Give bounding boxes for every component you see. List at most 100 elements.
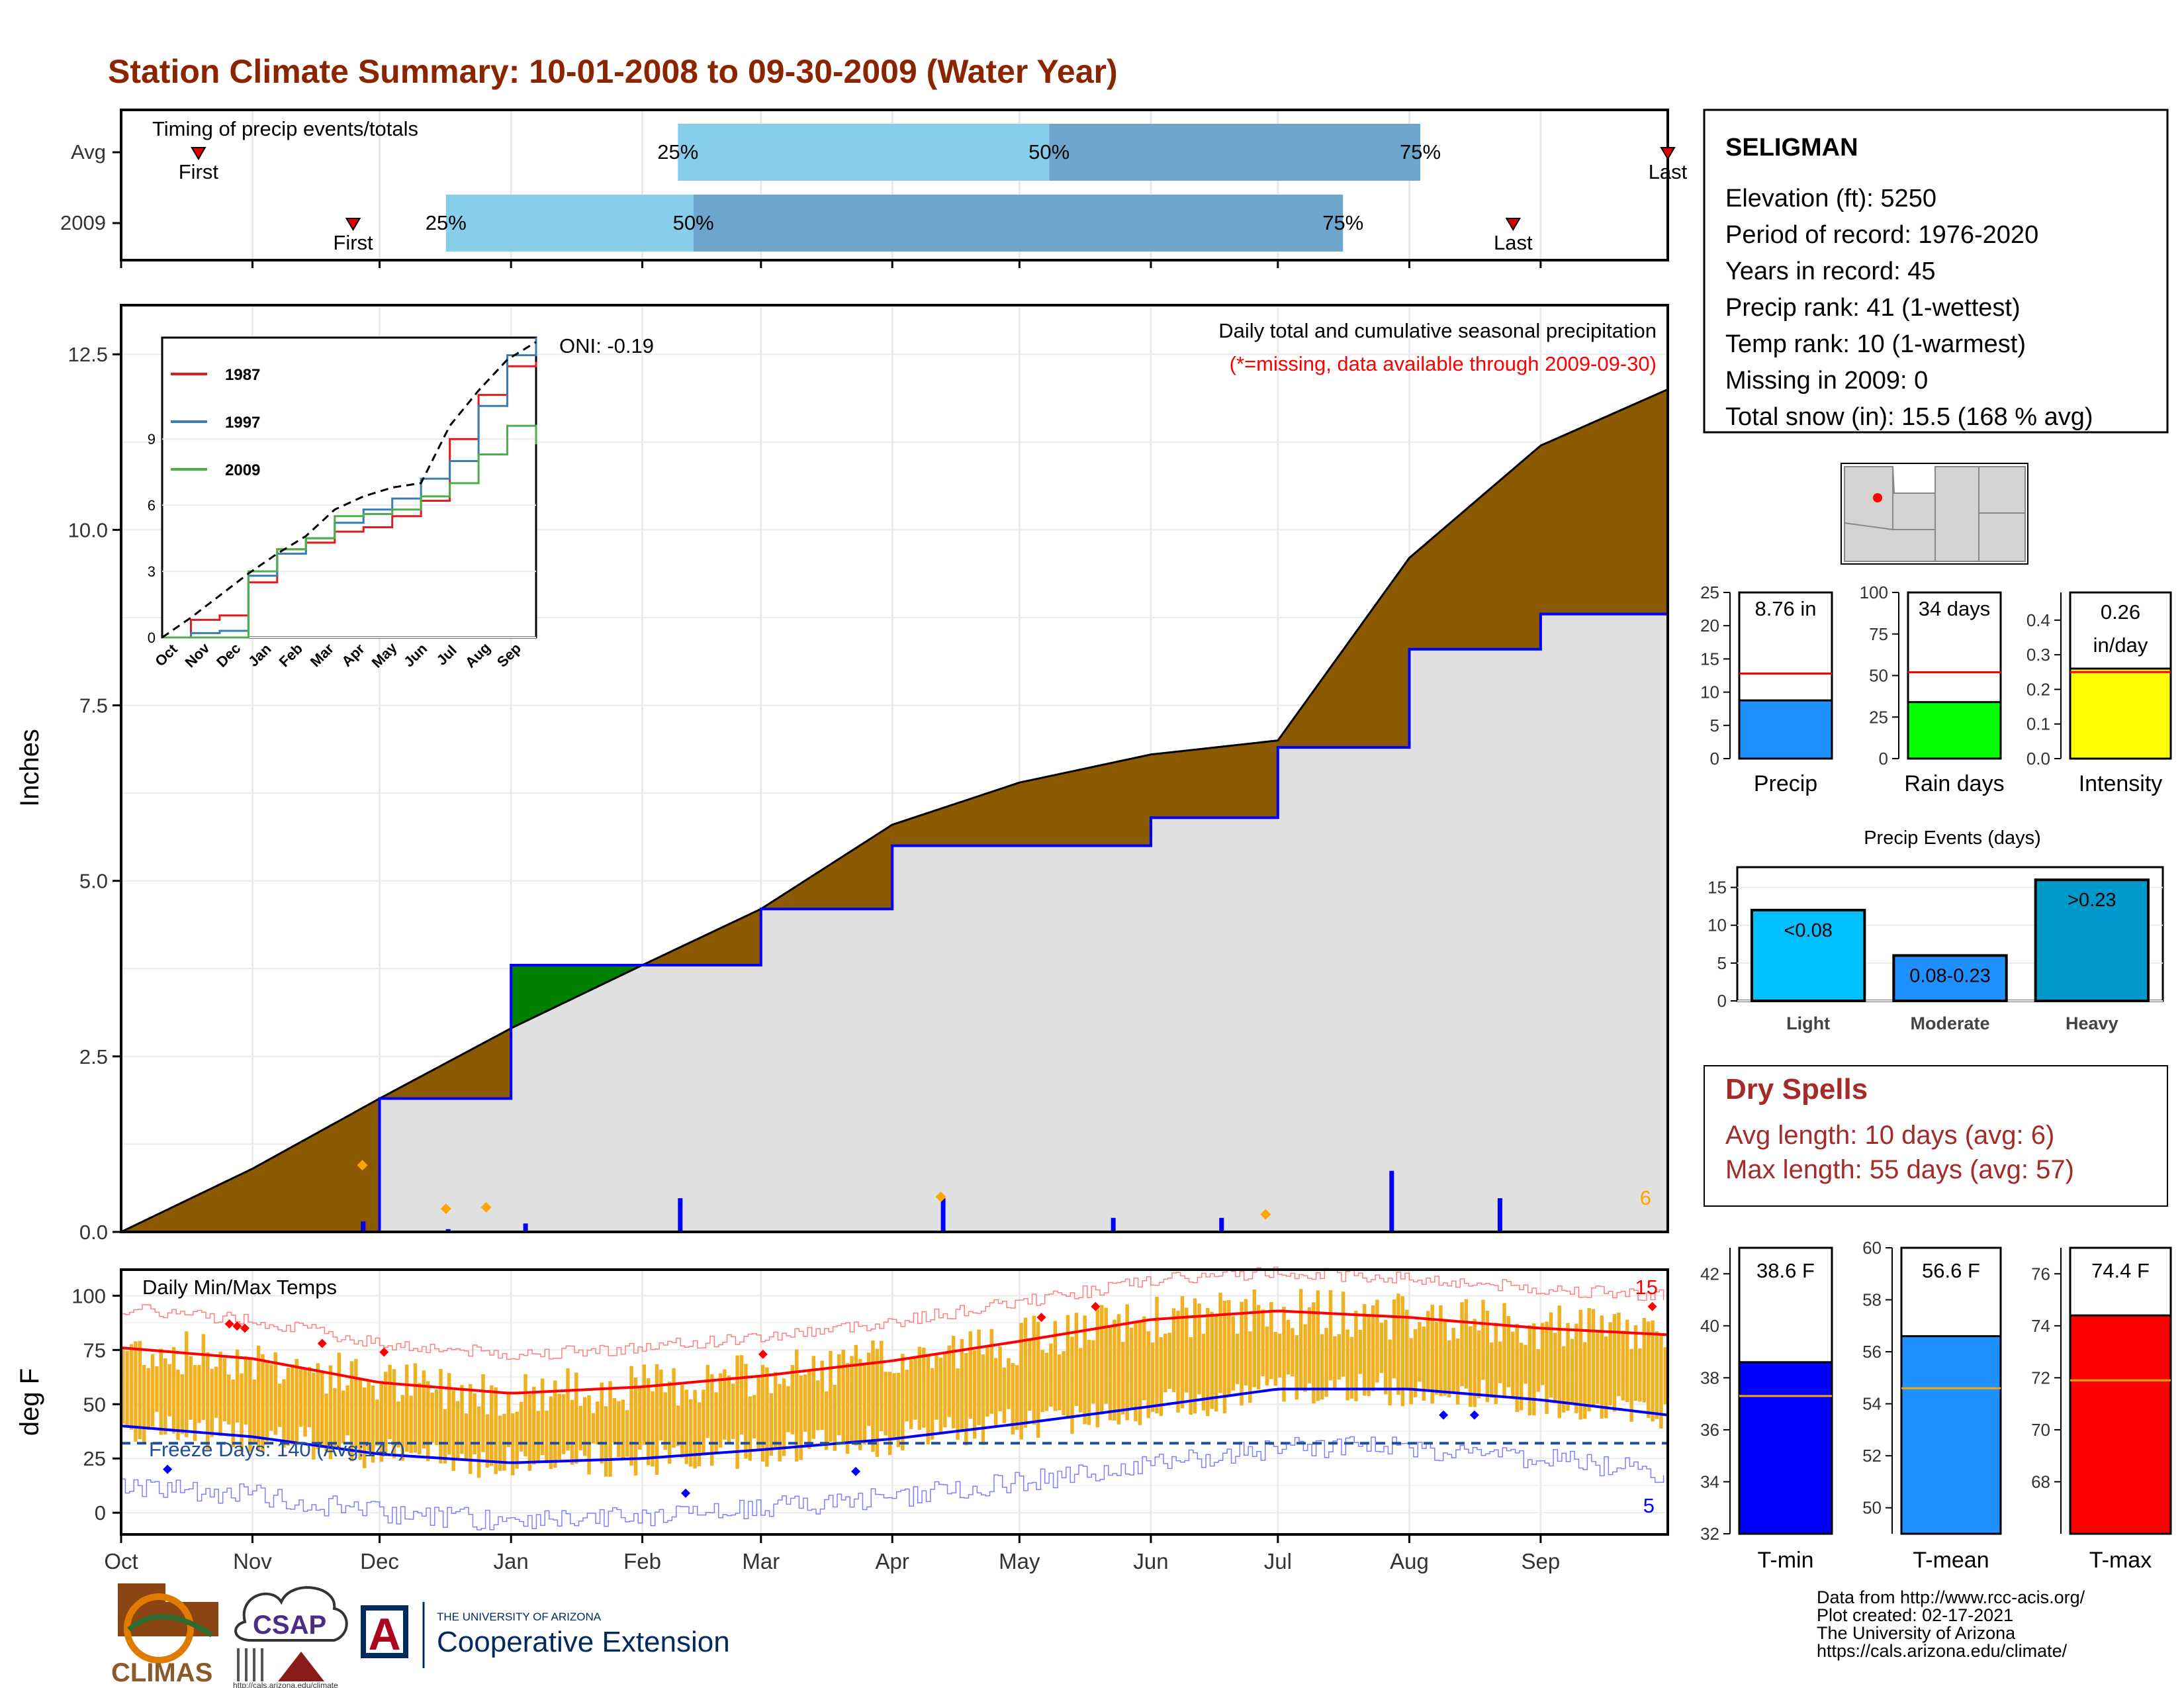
temp-summary-tick-label: 36: [1700, 1420, 1719, 1440]
month-label: Oct: [104, 1549, 138, 1573]
daily-temp-bar: [1002, 1367, 1007, 1423]
mini-bar-chart-intensity: 0.0 0.1 0.2 0.3 0.4 0.26 in/day Intensity: [2026, 591, 2172, 796]
daily-temp-bar: [286, 1368, 291, 1446]
daily-temp-bar: [388, 1364, 392, 1440]
cooperative-extension-label: Cooperative Extension: [437, 1626, 730, 1658]
month-label: Nov: [233, 1549, 272, 1573]
daily-temp-bar: [1477, 1330, 1481, 1399]
timing-bar-late: [1049, 124, 1421, 181]
daily-precip-bar: [361, 1221, 366, 1232]
daily-temp-bar: [1553, 1333, 1557, 1403]
locator-map: [1841, 463, 2028, 565]
daily-temp-bar: [1104, 1307, 1108, 1404]
daily-temp-bar: [774, 1372, 778, 1448]
daily-temp-bar: [723, 1369, 727, 1440]
station-stat: Period of record: 1976-2020: [1725, 221, 2038, 249]
daily-temp-bar: [1121, 1342, 1125, 1415]
timing-percentile-label: 50%: [1028, 140, 1069, 164]
daily-temp-bar: [434, 1389, 439, 1446]
daily-temp-bar: [735, 1355, 739, 1469]
mini-bar-chart-rain-days: 0 25 50 75 100 34 days Rain days: [1860, 583, 2005, 796]
daily-temp-bar: [383, 1372, 388, 1455]
daily-temp-bar: [1578, 1309, 1582, 1420]
daily-temp-bar: [125, 1350, 129, 1427]
mini-bar-tick-label: 0: [1710, 749, 1719, 769]
ua-name: THE UNIVERSITY OF ARIZONA: [437, 1611, 602, 1623]
daily-temp-bar: [291, 1364, 295, 1445]
daily-temp-bar: [1612, 1314, 1617, 1412]
daily-temp-bar: [1349, 1336, 1354, 1399]
daily-precip-bar: [940, 1198, 946, 1232]
daily-temp-bar: [926, 1354, 930, 1445]
daily-temp-bar: [553, 1380, 557, 1468]
temp-ytick-label: 75: [83, 1338, 106, 1362]
page-title: Station Climate Summary: 10-01-2008 to 0…: [108, 53, 1118, 90]
daily-temp-bar: [1354, 1311, 1358, 1401]
daily-temp-bar: [265, 1362, 269, 1442]
daily-temp-bar: [968, 1331, 972, 1419]
daily-temp-bar: [1087, 1340, 1091, 1425]
snow-event-marker: [935, 1191, 946, 1202]
daily-temp-bar: [871, 1340, 875, 1452]
station-stat: Temp rank: 10 (1-warmest): [1725, 330, 2026, 358]
month-label: Apr: [876, 1549, 909, 1573]
footer-line: Data from http://www.rcc-acis.org/: [1817, 1587, 2085, 1607]
daily-temp-bar: [714, 1392, 718, 1454]
daily-temp-bar: [1218, 1292, 1222, 1393]
daily-temp-bar: [1358, 1329, 1363, 1374]
station-stat: Years in record: 45: [1725, 258, 1936, 285]
daily-temp-bar: [231, 1380, 235, 1447]
daily-temp-bar: [688, 1399, 693, 1467]
daily-temp-bar: [1011, 1363, 1015, 1434]
daily-temp-bar: [752, 1395, 756, 1438]
climas-wordmark: CLIMAS: [111, 1658, 212, 1687]
daily-temp-bar: [337, 1352, 341, 1448]
daily-temp-bar: [549, 1396, 553, 1470]
mini-bar-tick-label: 15: [1700, 649, 1719, 669]
record-low-marker: [681, 1488, 691, 1498]
daily-temp-bar: [354, 1358, 358, 1448]
temp-summary-tick-label: 72: [2031, 1368, 2050, 1387]
timing-row-label: Avg: [71, 140, 106, 164]
daily-temp-bar: [659, 1370, 663, 1440]
daily-temp-bar: [702, 1389, 705, 1454]
daily-temp-bar: [1443, 1321, 1447, 1396]
daily-temp-bar: [1494, 1323, 1498, 1405]
daily-temp-bar: [1062, 1351, 1066, 1416]
daily-temp-bar: [312, 1372, 316, 1460]
daily-temp-bar: [1371, 1305, 1375, 1391]
daily-precip-bar: [1219, 1217, 1224, 1232]
footer-line: The University of Arizona: [1817, 1623, 2016, 1643]
record-low-count: 5: [1643, 1494, 1655, 1517]
daily-temp-bar: [697, 1402, 702, 1466]
temp-summary-tick-label: 56: [1862, 1342, 1882, 1362]
daily-temp-bar: [422, 1370, 426, 1449]
daily-temp-bar: [1074, 1313, 1079, 1407]
daily-temp-bar: [587, 1395, 591, 1475]
daily-temp-bar: [146, 1368, 150, 1430]
daily-temp-bar: [1621, 1331, 1625, 1401]
mini-bar: [1907, 701, 2002, 760]
daily-temp-bar: [1227, 1299, 1231, 1395]
dry-spells-max: Max length: 55 days (avg: 57): [1725, 1155, 2074, 1184]
precip-ytick-label: 7.5: [79, 694, 108, 718]
daily-temp-bar: [1527, 1325, 1532, 1416]
daily-temp-bar: [985, 1347, 989, 1417]
daily-temp-bar: [807, 1370, 811, 1449]
daily-temp-bar: [1134, 1322, 1138, 1422]
daily-temp-bar: [248, 1358, 252, 1452]
daily-temp-bar: [511, 1413, 515, 1476]
daily-temp-bar: [1023, 1317, 1028, 1428]
timing-marker-label: Last: [1649, 160, 1688, 183]
daily-temp-bar: [1083, 1315, 1087, 1425]
mini-bar-tick-label: 20: [1700, 616, 1719, 635]
daily-temp-bar: [1269, 1301, 1273, 1380]
daily-temp-bar: [515, 1411, 519, 1469]
daily-temp-bar: [676, 1405, 680, 1446]
daily-temp-bar: [833, 1385, 837, 1451]
daily-temp-bar: [1150, 1342, 1155, 1412]
mini-bar-label: Precip: [1754, 771, 1817, 796]
temp-summary-tick-label: 70: [2031, 1420, 2050, 1440]
mini-bar-label: Rain days: [1904, 771, 2004, 796]
